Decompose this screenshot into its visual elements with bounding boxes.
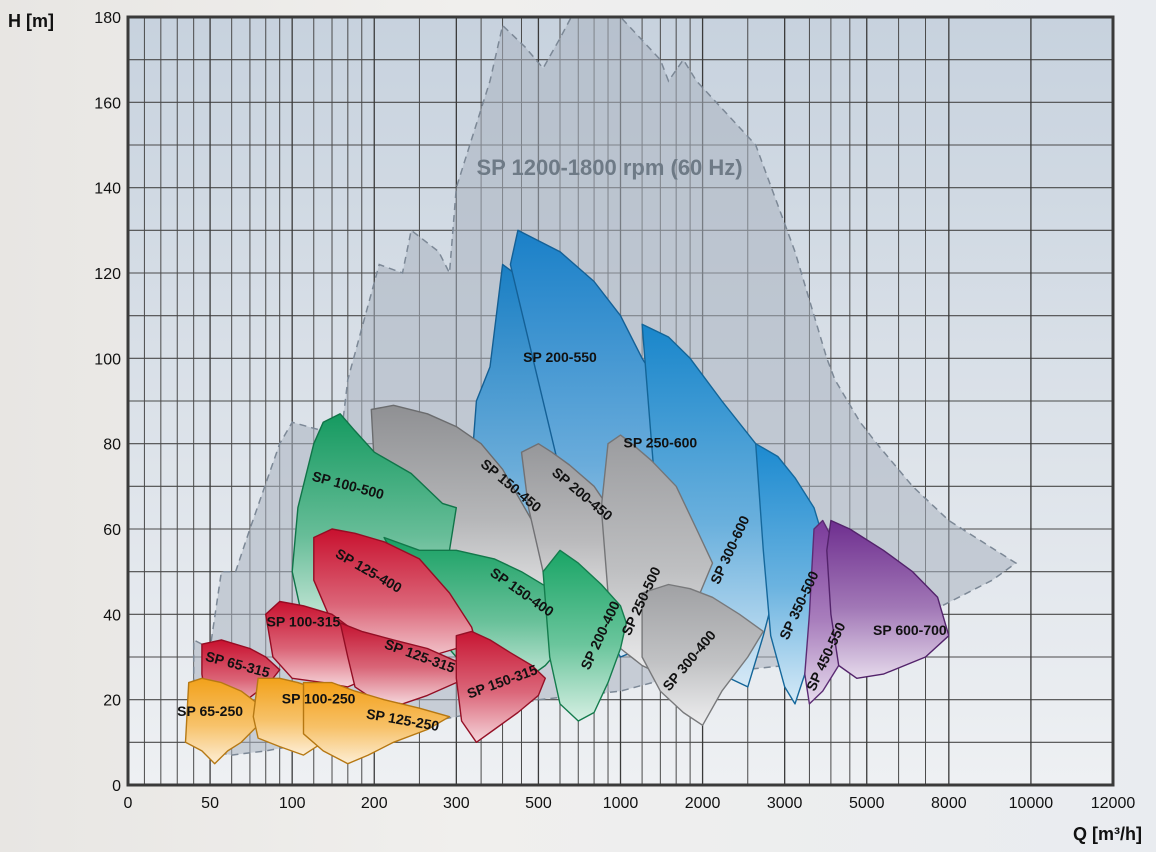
x-tick-label: 0: [124, 795, 133, 812]
y-tick-label: 100: [94, 351, 121, 368]
y-tick-label: 20: [103, 693, 121, 710]
y-tick-label: 0: [112, 778, 121, 795]
x-tick-label: 500: [525, 795, 552, 812]
region-label-sp-600-700: SP 600-700: [873, 622, 947, 638]
y-tick-label: 120: [94, 266, 121, 283]
region-sp-600-700: [826, 519, 950, 679]
region-label-sp-200-550: SP 200-550: [523, 349, 597, 365]
plot-border: [126, 15, 1115, 787]
region-label-sp-65-250: SP 65-250: [177, 703, 243, 719]
y-tick-label: 40: [103, 607, 121, 624]
region-label-sp-100-250: SP 100-250: [282, 690, 356, 706]
envelope-label: SP 1200-1800 rpm (60 Hz): [476, 155, 742, 180]
region-sp-200-400: [542, 549, 627, 722]
region-sp-150-315: [455, 630, 546, 743]
x-tick-label: 1000: [603, 795, 639, 812]
tick-labels: 0 20 40 60 80 100 120 140 160 180 0 50 100 200 300 500 1…: [94, 10, 1135, 812]
region-sp-125-250: [302, 681, 451, 765]
y-axis-title: H [m]: [8, 11, 54, 31]
x-tick-label: 200: [361, 795, 388, 812]
y-tick-label: 140: [94, 181, 121, 198]
y-tick-label: 160: [94, 95, 121, 112]
region-label-sp-250-600: SP 250-600: [623, 434, 697, 450]
region-sp-300-400: [641, 583, 764, 726]
x-tick-label: 10000: [1009, 795, 1054, 812]
plot-frame: [126, 15, 1115, 787]
region-label-sp-100-315: SP 100-315: [267, 614, 341, 630]
x-tick-label: 100: [279, 795, 306, 812]
x-tick-label: 3000: [767, 795, 803, 812]
y-tick-label: 60: [103, 522, 121, 539]
x-tick-label: 5000: [849, 795, 885, 812]
x-tick-label: 12000: [1091, 795, 1136, 812]
x-tick-label: 300: [443, 795, 470, 812]
y-tick-label: 80: [103, 437, 121, 454]
y-tick-label: 180: [94, 10, 121, 27]
x-tick-label: 8000: [931, 795, 967, 812]
x-tick-label: 2000: [685, 795, 721, 812]
x-axis-title: Q [m³/h]: [1073, 824, 1142, 844]
x-tick-label: 50: [201, 795, 219, 812]
